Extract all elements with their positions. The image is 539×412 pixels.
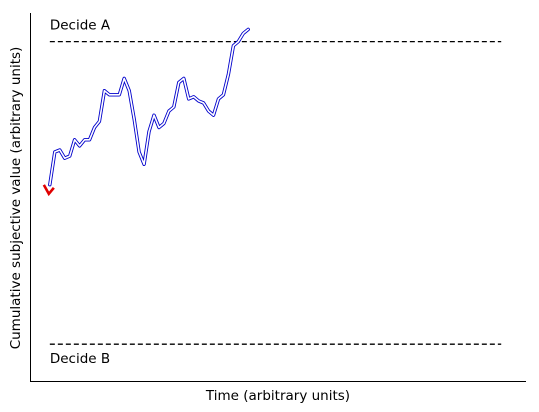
threshold-label-1: Decide B [50,351,110,367]
series-line-0 [50,29,248,184]
decision-bounds: Decide A Decide B [50,18,501,368]
series-layer [50,29,248,184]
start-marker [44,185,54,194]
x-axis-label: Time (arbitrary units) [205,388,350,404]
axes [30,13,526,382]
marker-layer [44,185,54,194]
threshold-label-0: Decide A [50,18,111,34]
y-axis-label: Cumulative subjective value (arbitrary u… [8,47,24,350]
series-line-0-core [50,29,248,184]
